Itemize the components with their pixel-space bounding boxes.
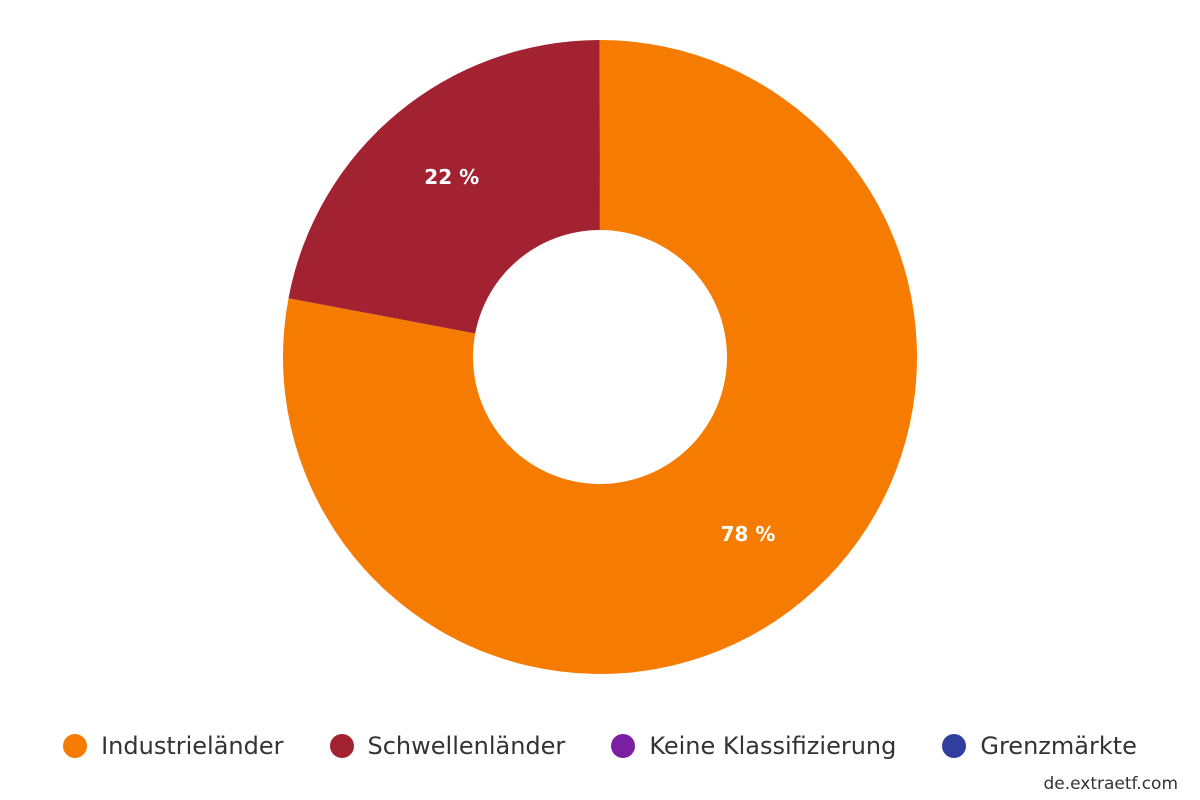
legend-label-keine-klassifizierung: Keine Klassifizierung: [649, 732, 897, 760]
legend-label-industrielaender: Industrieländer: [101, 732, 284, 760]
legend-marker-schwellenlaender: [329, 734, 354, 758]
legend-item-industrielaender[interactable]: Industrieländer: [63, 732, 284, 760]
legend-marker-keine-klassifizierung: [611, 734, 636, 758]
data-label-industrielaender: 78 %: [721, 522, 776, 546]
legend-item-grenzmaerkte[interactable]: Grenzmärkte: [942, 732, 1137, 760]
legend: Industrieländer Schwellenländer Keine Kl…: [0, 726, 1200, 766]
legend-marker-grenzmaerkte: [942, 734, 967, 758]
source-credit: de.extraetf.com: [1043, 774, 1178, 794]
legend-item-keine-klassifizierung[interactable]: Keine Klassifizierung: [611, 732, 896, 760]
slice-industrielaender[interactable]: [282, 40, 917, 674]
legend-marker-industrielaender: [63, 734, 88, 758]
legend-item-schwellenlaender[interactable]: Schwellenländer: [329, 732, 566, 760]
donut-chart: 78 % 22 %: [282, 40, 917, 674]
legend-label-schwellenlaender: Schwellenländer: [367, 732, 566, 760]
legend-label-grenzmaerkte: Grenzmärkte: [980, 732, 1137, 760]
data-label-schwellenlaender: 22 %: [424, 165, 479, 189]
slice-keine-klassifizierung[interactable]: [599, 40, 600, 231]
slice-schwellenlaender[interactable]: [288, 40, 600, 334]
